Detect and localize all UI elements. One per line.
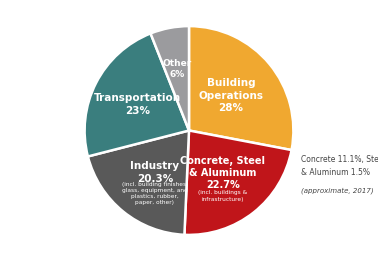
Text: Other
6%: Other 6% bbox=[163, 59, 192, 79]
Wedge shape bbox=[189, 26, 293, 150]
Wedge shape bbox=[85, 33, 189, 156]
Text: (incl. buildings &
infrastructure): (incl. buildings & infrastructure) bbox=[198, 191, 247, 202]
Wedge shape bbox=[88, 130, 189, 235]
Text: & Aluminum 1.5%: & Aluminum 1.5% bbox=[301, 168, 370, 177]
Text: Transportation
23%: Transportation 23% bbox=[94, 93, 181, 116]
Text: (approximate, 2017): (approximate, 2017) bbox=[301, 188, 373, 194]
Wedge shape bbox=[150, 26, 189, 130]
Text: (incl. building finishes,
glass, equipment, and
plastics, rubber,
paper, other): (incl. building finishes, glass, equipme… bbox=[122, 182, 188, 205]
Text: Concrete 11.1%, Steel 10.1%: Concrete 11.1%, Steel 10.1% bbox=[301, 155, 378, 164]
Text: Building
Operations
28%: Building Operations 28% bbox=[198, 79, 263, 113]
Text: Concrete, Steel
& Aluminum
22.7%: Concrete, Steel & Aluminum 22.7% bbox=[180, 156, 265, 191]
Text: Industry
20.3%: Industry 20.3% bbox=[130, 162, 179, 184]
Wedge shape bbox=[184, 130, 291, 235]
